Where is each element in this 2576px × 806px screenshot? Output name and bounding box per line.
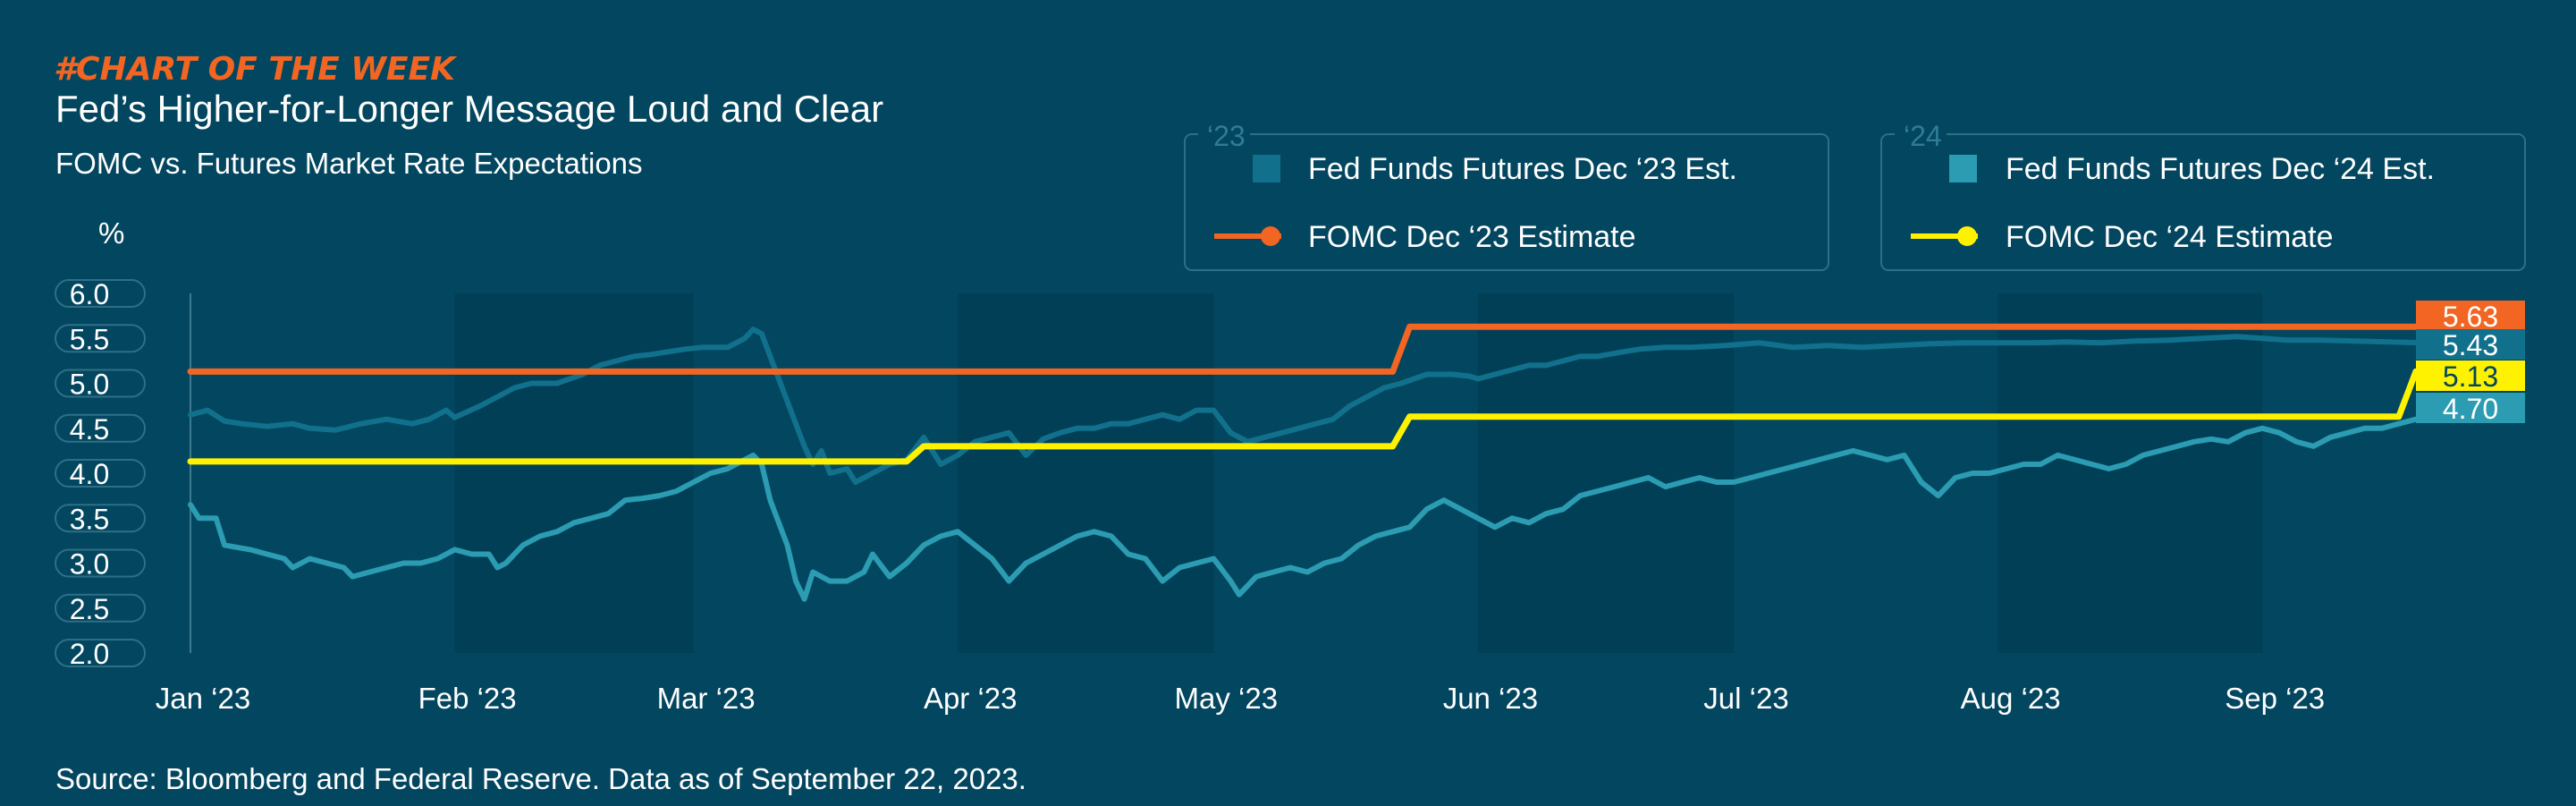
x-tick-label-3: Apr ‘23 xyxy=(924,682,1018,715)
x-tick-label-5: Jun ‘23 xyxy=(1443,682,1538,715)
series-lines xyxy=(187,323,2454,602)
legend-23-fomc-dot xyxy=(1261,226,1280,246)
y-tick-label-4: 4.0 xyxy=(70,458,109,490)
y-tick-labels: 6.0 5.5 5.0 4.5 4.0 3.5 3.0 2.5 2.0 xyxy=(55,278,146,670)
end-label-bg-futures_24 xyxy=(2416,393,2525,423)
x-tick-label-1: Feb ‘23 xyxy=(418,682,517,715)
y-tick-pill-8 xyxy=(55,639,146,667)
month-shading xyxy=(454,293,2263,653)
y-tick-label-8: 2.0 xyxy=(70,638,109,670)
y-tick-label-3: 4.5 xyxy=(70,413,109,445)
legend-24-fomc-dot xyxy=(1957,226,1977,246)
y-tick-pill-3 xyxy=(55,413,146,443)
y-tick-label-1: 5.5 xyxy=(70,323,109,355)
kicker-label: #CHART OF THE WEEK xyxy=(54,51,458,88)
end-label-bg-futures_23 xyxy=(2416,329,2525,360)
end-value-labels: 5.635.435.134.70 xyxy=(2416,301,2525,425)
legend-23: ‘23 Fed Funds Futures Dec ‘23 Est. FOMC … xyxy=(1184,118,1829,271)
series-line-futures_23 xyxy=(188,327,2453,485)
month-shade-1 xyxy=(958,293,1214,653)
month-shade-3 xyxy=(1997,293,2263,653)
legend-24-futures-swatch xyxy=(1949,155,1977,182)
x-tick-labels: Jan ‘23 Feb ‘23 Mar ‘23 Apr ‘23 May ‘23 Jun ‘… xyxy=(156,682,2325,715)
end-label-bg-fomc_24 xyxy=(2416,361,2525,391)
x-tick-label-4: May ‘23 xyxy=(1175,682,1279,715)
y-tick-pill-1 xyxy=(55,324,146,353)
y-tick-pill-2 xyxy=(55,369,146,398)
end-label-fomc_24: 5.13 xyxy=(2443,361,2498,393)
legend-24-title-bg xyxy=(1895,118,1947,150)
series-line-fomc_24 xyxy=(187,368,2454,465)
end-label-futures_23: 5.43 xyxy=(2443,329,2498,361)
x-tick-label-8: Sep ‘23 xyxy=(2225,682,2325,715)
legend-24-group-label: ‘24 xyxy=(1904,120,1942,152)
y-tick-label-7: 2.5 xyxy=(70,593,109,625)
y-tick-label-2: 5.0 xyxy=(70,369,109,401)
y-tick-pill-6 xyxy=(55,548,146,578)
end-label-fomc_23: 5.63 xyxy=(2443,301,2498,333)
y-tick-label-5: 3.5 xyxy=(70,503,109,535)
y-tick-pill-7 xyxy=(55,593,146,623)
x-tick-label-6: Jul ‘23 xyxy=(1703,682,1788,715)
legend-24-futures-label: Fed Funds Futures Dec ‘24 Est. xyxy=(2006,152,2435,186)
y-tick-label-6: 3.0 xyxy=(70,548,109,581)
source-note: Source: Bloomberg and Federal Reserve. D… xyxy=(55,762,1026,795)
legend-24-fomc-label: FOMC Dec ‘24 Estimate xyxy=(2006,220,2334,254)
legend-24-frame xyxy=(1880,133,2526,271)
legend-23-group-label: ‘23 xyxy=(1207,120,1246,152)
series-line-futures_24 xyxy=(188,407,2453,602)
legend-23-futures-label: Fed Funds Futures Dec ‘23 Est. xyxy=(1308,152,1737,186)
y-tick-pill-5 xyxy=(55,504,146,533)
x-tick-label-7: Aug ‘23 xyxy=(1961,682,2061,715)
y-axis-unit-label: % xyxy=(98,216,124,250)
x-tick-label-2: Mar ‘23 xyxy=(657,682,756,715)
y-tick-pill-0 xyxy=(55,279,146,308)
legend-23-futures-swatch xyxy=(1253,155,1280,182)
legend-23-frame xyxy=(1184,133,1829,271)
legend-23-fomc-label: FOMC Dec ‘23 Estimate xyxy=(1308,220,1636,254)
chart-title: Fed’s Higher-for-Longer Message Loud and… xyxy=(55,88,883,130)
y-tick-pill-4 xyxy=(55,459,146,488)
y-tick-label-0: 6.0 xyxy=(70,278,109,310)
x-tick-label-0: Jan ‘23 xyxy=(156,682,250,715)
legend-24: ‘24 Fed Funds Futures Dec ‘24 Est. FOMC … xyxy=(1880,118,2526,271)
chart-subtitle: FOMC vs. Futures Market Rate Expectation… xyxy=(55,147,643,180)
series-line-fomc_23 xyxy=(187,323,2454,375)
legend-23-title-bg xyxy=(1198,118,1250,150)
end-label-bg-fomc_23 xyxy=(2416,301,2525,331)
month-shade-0 xyxy=(454,293,694,653)
end-label-futures_24: 4.70 xyxy=(2443,393,2498,425)
